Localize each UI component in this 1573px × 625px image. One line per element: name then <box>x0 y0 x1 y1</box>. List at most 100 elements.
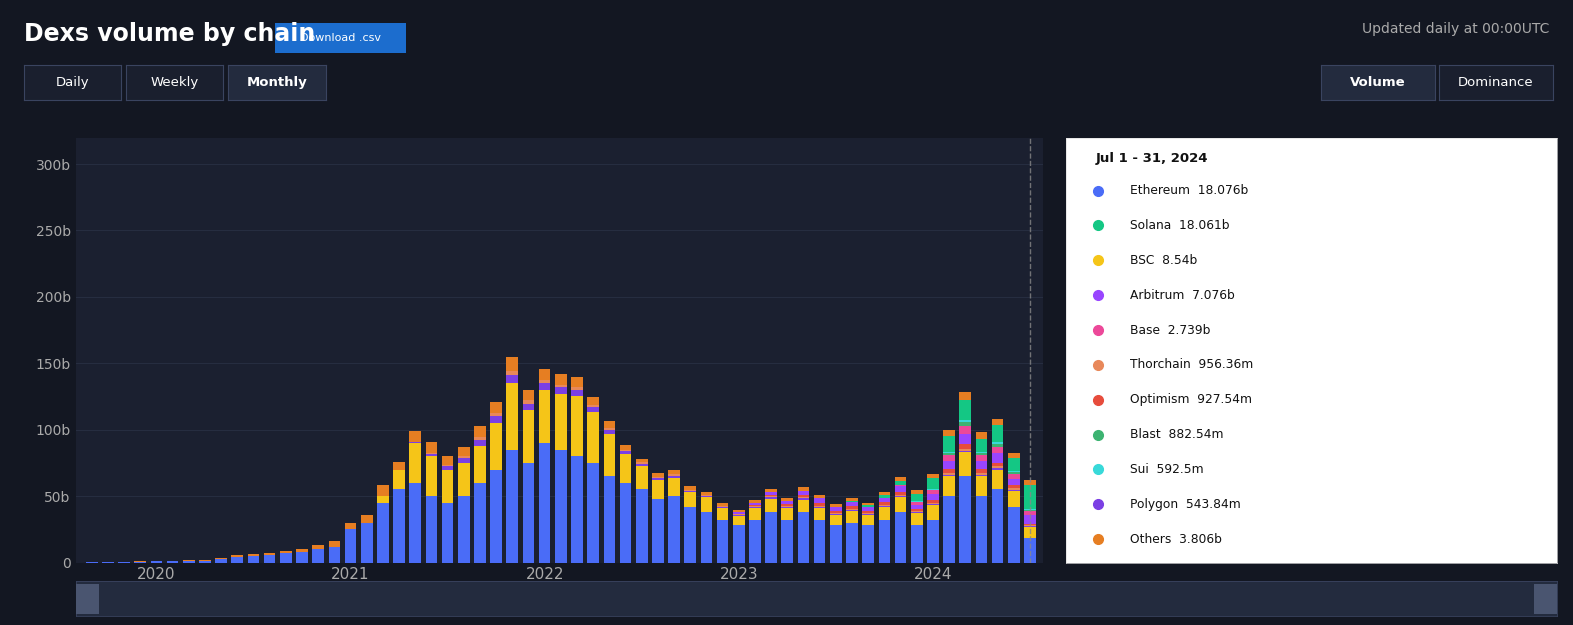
Bar <box>813 507 826 508</box>
Text: Optimism  927.54m: Optimism 927.54m <box>1131 393 1252 406</box>
Bar <box>409 442 422 443</box>
Bar <box>975 452 988 454</box>
Bar <box>782 506 793 507</box>
Bar <box>993 468 1004 469</box>
Bar <box>280 551 291 553</box>
Bar <box>879 492 890 495</box>
Bar <box>247 554 260 556</box>
Bar <box>151 561 162 562</box>
Bar <box>571 396 584 456</box>
Bar <box>522 390 535 401</box>
Bar <box>975 475 988 476</box>
Bar <box>669 496 680 562</box>
Bar <box>926 474 939 478</box>
Text: Volume: Volume <box>1350 76 1406 89</box>
Bar <box>620 444 631 450</box>
Bar <box>604 428 615 430</box>
Bar <box>1008 491 1019 507</box>
Bar <box>329 546 340 562</box>
Bar <box>993 444 1004 447</box>
Bar <box>540 383 551 390</box>
Bar <box>862 511 875 512</box>
Bar <box>944 452 955 453</box>
Bar <box>555 374 566 384</box>
Bar <box>571 387 584 390</box>
Bar <box>571 390 584 396</box>
Bar <box>1008 453 1019 458</box>
Bar <box>604 434 615 476</box>
Bar <box>426 456 437 496</box>
Text: Download .csv: Download .csv <box>300 33 381 43</box>
Bar <box>895 495 906 496</box>
Bar <box>993 442 1004 444</box>
Bar <box>555 387 566 394</box>
Bar <box>782 501 793 504</box>
Bar <box>458 458 470 463</box>
Bar <box>895 486 906 492</box>
Bar <box>926 494 939 500</box>
Bar <box>587 397 599 405</box>
Bar <box>700 498 713 512</box>
Bar <box>879 498 890 502</box>
Bar <box>798 500 809 512</box>
Bar <box>733 509 744 512</box>
Bar <box>944 430 955 436</box>
Bar <box>944 469 955 473</box>
Bar <box>944 475 955 476</box>
Bar <box>813 498 826 503</box>
Bar <box>911 511 922 512</box>
Bar <box>344 522 357 529</box>
Bar <box>975 456 988 461</box>
Text: Sui  592.5m: Sui 592.5m <box>1131 463 1203 476</box>
Bar <box>879 503 890 504</box>
Bar <box>798 498 809 499</box>
Bar <box>960 426 971 434</box>
Bar <box>846 501 857 502</box>
Bar <box>522 401 535 404</box>
Bar <box>911 502 922 505</box>
Bar <box>507 449 518 562</box>
Bar <box>684 486 697 489</box>
Bar <box>555 449 566 562</box>
Bar <box>620 450 631 451</box>
Bar <box>831 514 842 515</box>
Bar <box>798 499 809 500</box>
Bar <box>507 371 518 375</box>
Bar <box>782 499 793 501</box>
Bar <box>700 512 713 562</box>
Bar <box>540 380 551 383</box>
Bar <box>1008 488 1019 490</box>
Bar <box>862 512 875 514</box>
Bar <box>960 449 971 451</box>
Bar <box>846 511 857 522</box>
Bar <box>926 478 939 489</box>
Bar <box>264 554 275 562</box>
Bar <box>1024 510 1035 511</box>
Bar <box>960 392 971 400</box>
Bar <box>717 506 728 507</box>
Bar <box>473 446 486 483</box>
Bar <box>540 443 551 562</box>
Bar <box>604 421 615 428</box>
Bar <box>975 461 988 469</box>
Bar <box>831 515 842 525</box>
Bar <box>620 451 631 454</box>
Bar <box>473 482 486 562</box>
Bar <box>684 507 697 562</box>
Bar <box>700 495 713 496</box>
Bar <box>684 489 697 491</box>
Bar <box>766 492 777 494</box>
Bar <box>846 498 857 501</box>
Bar <box>993 425 1004 442</box>
Bar <box>1024 527 1035 539</box>
Bar <box>329 541 340 546</box>
Bar <box>587 407 599 412</box>
Bar <box>378 503 389 562</box>
Bar <box>975 476 988 496</box>
Bar <box>620 482 631 562</box>
Bar <box>507 357 518 371</box>
Bar <box>200 560 211 561</box>
Bar <box>975 473 988 475</box>
Bar <box>862 503 875 506</box>
Bar <box>247 556 260 562</box>
